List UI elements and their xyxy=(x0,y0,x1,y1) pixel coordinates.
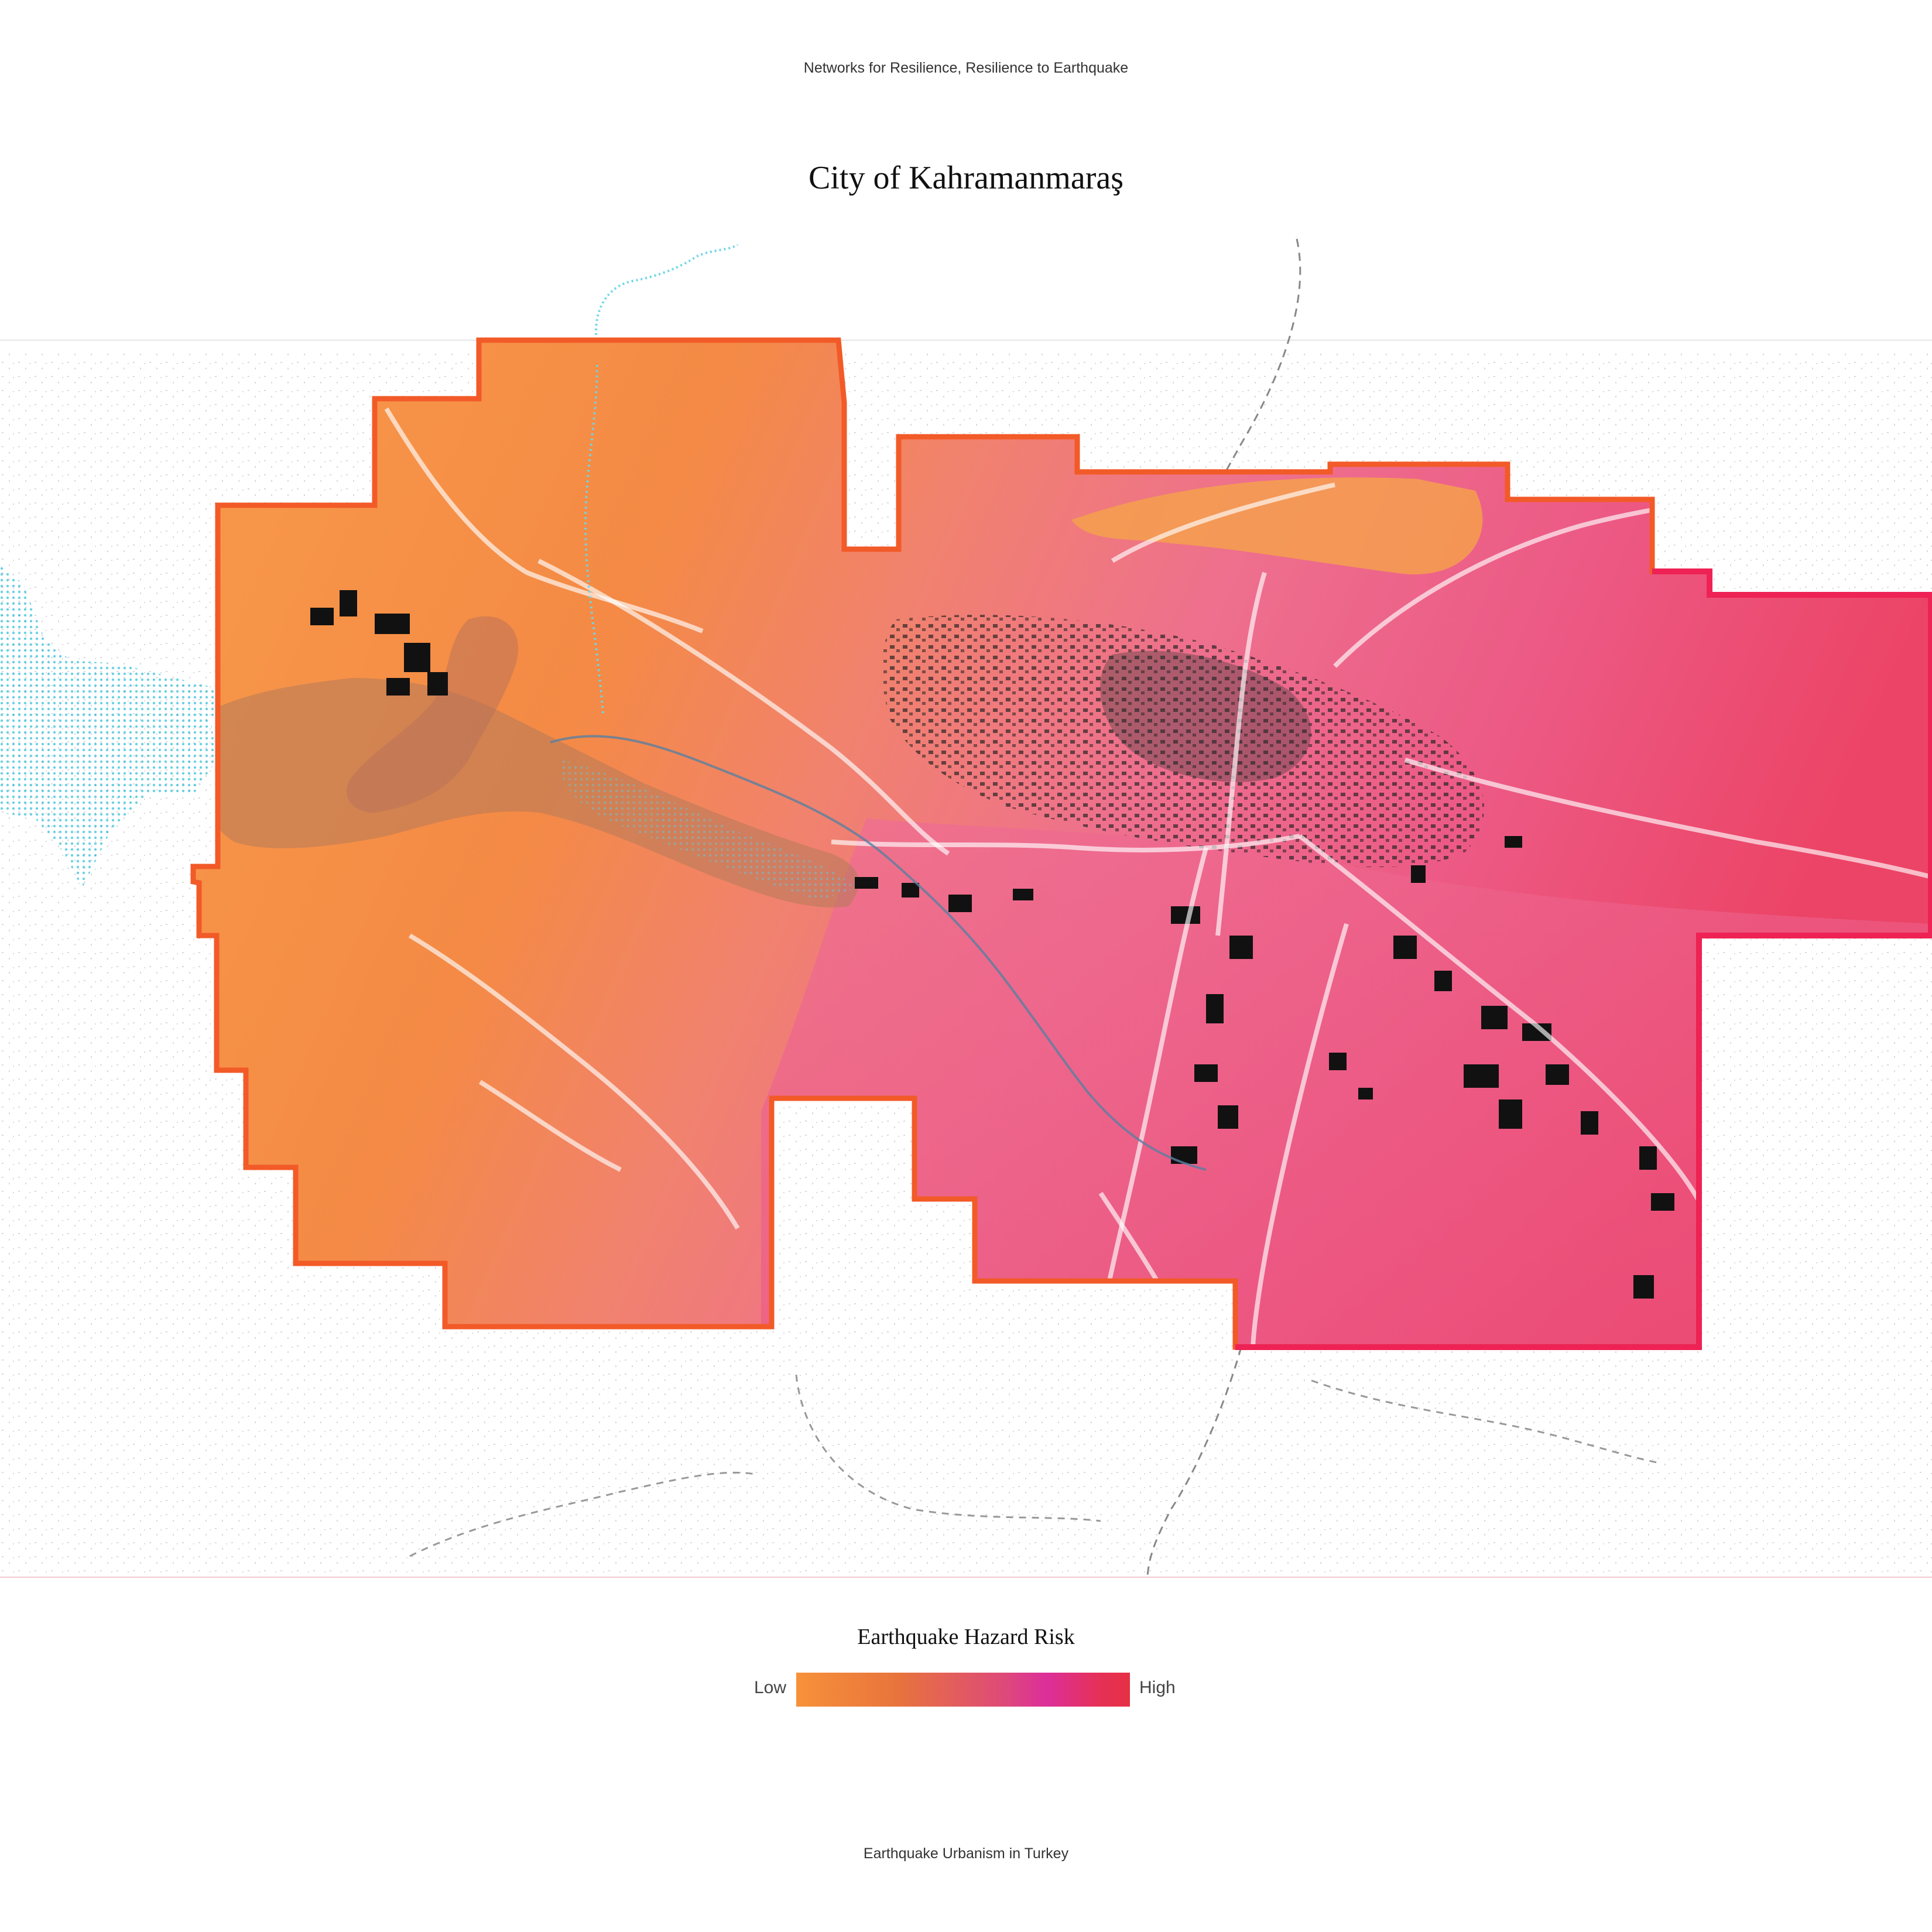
legend-low-label: Low xyxy=(753,1678,786,1697)
footer-caption: Earthquake Urbanism in Turkey xyxy=(863,1845,1069,1862)
series-caption: Networks for Resilience, Resilience to E… xyxy=(803,60,1129,76)
legend-gradient-bar xyxy=(796,1673,1130,1707)
legend-high-label: High xyxy=(1139,1678,1176,1697)
legend-title: Earthquake Hazard Risk xyxy=(857,1625,1075,1649)
hazard-map xyxy=(0,233,1932,1580)
page-title: City of Kahramanmaraş xyxy=(808,160,1124,196)
